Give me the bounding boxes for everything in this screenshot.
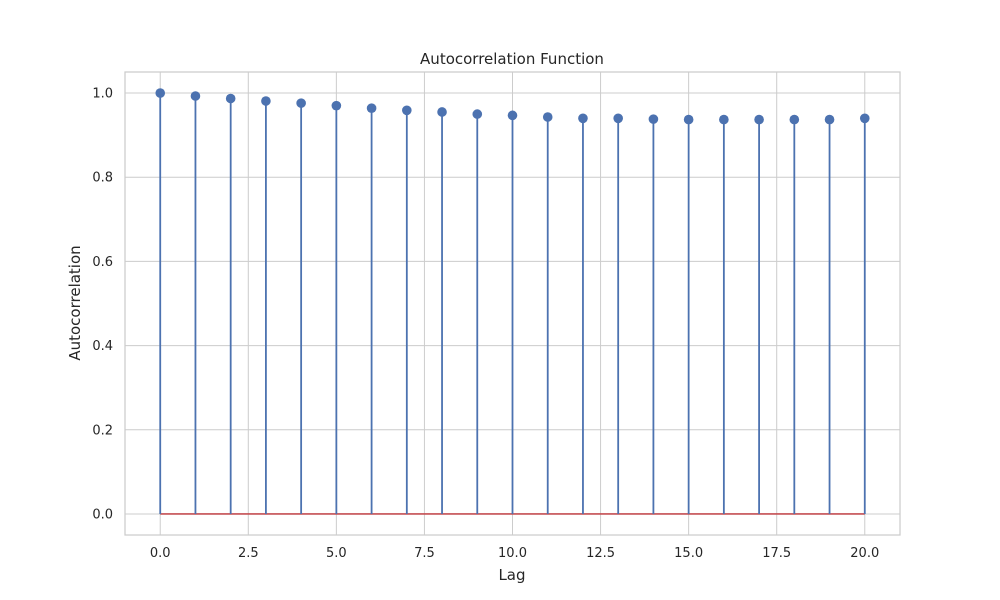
stem-marker [613, 113, 623, 124]
stem-marker [261, 96, 271, 106]
stem-marker [542, 112, 553, 122]
stem-marker [789, 114, 800, 125]
stem-marker [648, 114, 659, 124]
markers [155, 88, 870, 125]
x-tick-label: 17.5 [762, 546, 791, 561]
stem-marker [155, 88, 166, 98]
x-tick-label: 7.5 [414, 546, 435, 561]
y-tick-label: 1.0 [92, 87, 113, 102]
x-axis-label: Lag [498, 566, 525, 584]
x-tick-label: 2.5 [238, 546, 259, 561]
stem-marker [331, 100, 342, 111]
y-tick-label: 0.6 [92, 255, 113, 270]
stem-marker [190, 91, 201, 101]
y-tick-labels: 0.0 0.2 0.4 0.6 0.8 1.0 [92, 87, 113, 523]
stem-marker [472, 109, 483, 119]
x-tick-label: 20.0 [850, 546, 879, 561]
chart-title: Autocorrelation Function [420, 50, 604, 68]
x-tick-label: 0.0 [150, 546, 171, 561]
stem-marker [754, 114, 764, 125]
x-tick-label: 5.0 [326, 546, 347, 561]
stem-marker [507, 110, 518, 121]
stem-marker [402, 105, 412, 116]
stem-marker [683, 114, 694, 125]
y-axis-label: Autocorrelation [66, 245, 84, 360]
x-tick-label: 15.0 [674, 546, 703, 561]
stems [159, 93, 866, 514]
x-tick-label: 12.5 [586, 546, 615, 561]
stem-marker [296, 98, 306, 108]
y-tick-label: 0.4 [92, 339, 113, 354]
stem-marker [437, 107, 447, 117]
y-tick-label: 0.8 [92, 171, 113, 186]
y-tick-label: 0.2 [92, 423, 113, 438]
stem-marker [366, 103, 377, 113]
stem-marker [225, 93, 236, 104]
stem-marker [578, 113, 588, 124]
x-tick-labels: 0.0 2.5 5.0 7.5 10.0 12.5 15.0 17.5 20.0 [150, 546, 879, 561]
x-tick-label: 10.0 [498, 546, 527, 561]
stem-marker [824, 114, 835, 125]
stem-marker [859, 113, 870, 124]
plot-frame [124, 71, 901, 536]
stem-marker [719, 114, 729, 125]
y-tick-label: 0.0 [92, 507, 113, 522]
